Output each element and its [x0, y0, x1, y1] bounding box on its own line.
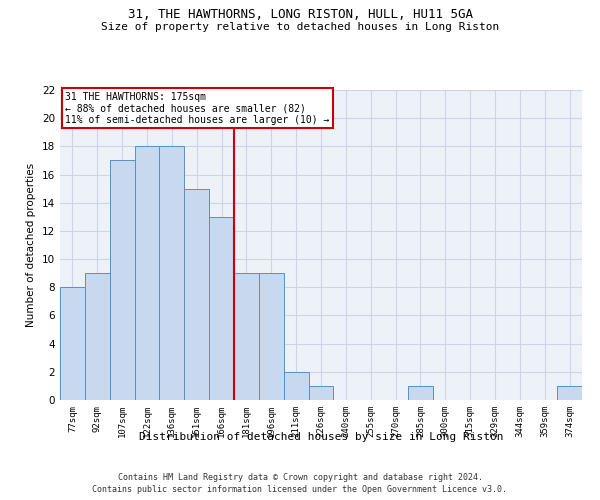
Bar [110, 160, 134, 400]
Bar [234, 273, 259, 400]
Bar [85, 273, 110, 400]
Text: Distribution of detached houses by size in Long Riston: Distribution of detached houses by size … [139, 432, 503, 442]
Bar [284, 372, 308, 400]
Bar [259, 273, 284, 400]
Text: Size of property relative to detached houses in Long Riston: Size of property relative to detached ho… [101, 22, 499, 32]
Text: 31 THE HAWTHORNS: 175sqm
← 88% of detached houses are smaller (82)
11% of semi-d: 31 THE HAWTHORNS: 175sqm ← 88% of detach… [65, 92, 329, 124]
Text: Contains public sector information licensed under the Open Government Licence v3: Contains public sector information licen… [92, 485, 508, 494]
Text: Contains HM Land Registry data © Crown copyright and database right 2024.: Contains HM Land Registry data © Crown c… [118, 472, 482, 482]
Bar [408, 386, 433, 400]
Bar [308, 386, 334, 400]
Text: 31, THE HAWTHORNS, LONG RISTON, HULL, HU11 5GA: 31, THE HAWTHORNS, LONG RISTON, HULL, HU… [128, 8, 473, 20]
Bar [160, 146, 184, 400]
Bar [209, 217, 234, 400]
Y-axis label: Number of detached properties: Number of detached properties [26, 163, 37, 327]
Bar [134, 146, 160, 400]
Bar [557, 386, 582, 400]
Bar [184, 188, 209, 400]
Bar [60, 288, 85, 400]
